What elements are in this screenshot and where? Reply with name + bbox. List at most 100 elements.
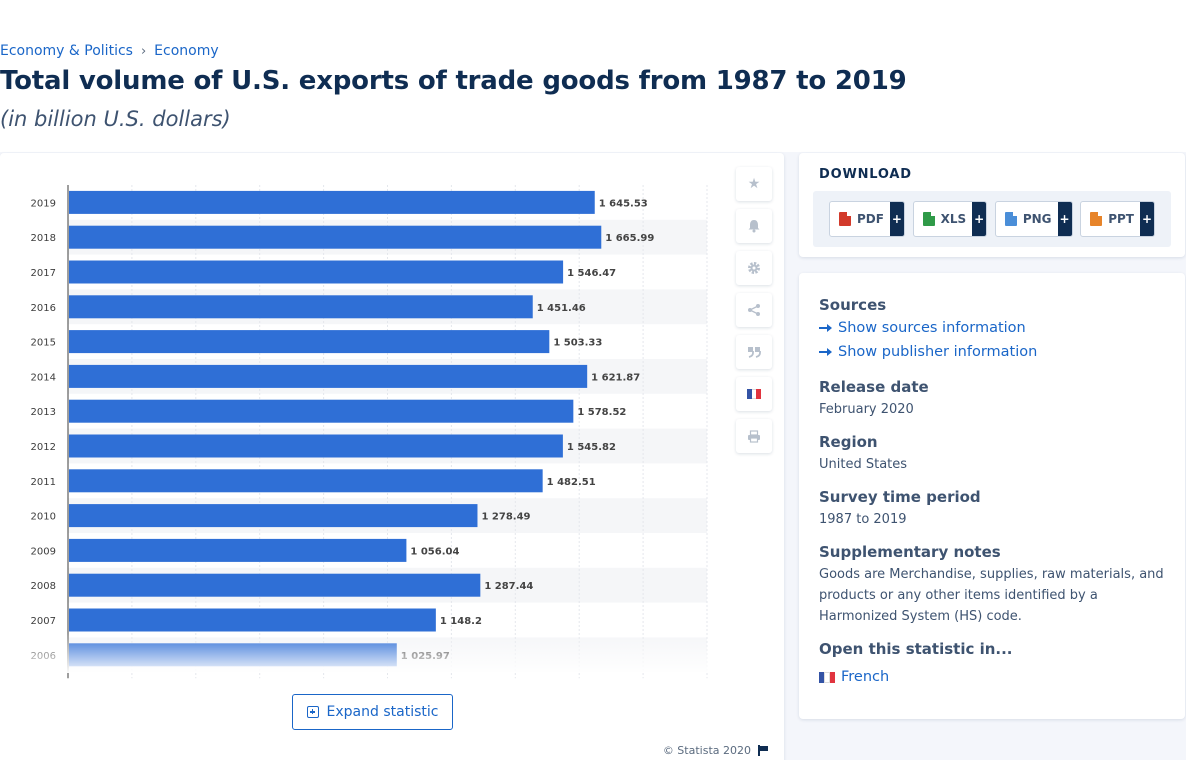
header-background bbox=[0, 0, 1186, 152]
page-title: Total volume of U.S. exports of trade go… bbox=[0, 66, 907, 96]
release-date-heading: Release date bbox=[819, 378, 929, 396]
category-label-2015: 2015 bbox=[31, 338, 56, 349]
bar-2016 bbox=[69, 295, 533, 319]
download-png-button[interactable]: PNG + bbox=[994, 201, 1073, 237]
data-label-2007: 1 148.2 bbox=[440, 616, 482, 627]
star-icon[interactable]: ★ bbox=[736, 167, 772, 201]
xls-plus-icon: + bbox=[972, 202, 987, 236]
french-flag-icon bbox=[819, 671, 836, 683]
french-flag-icon[interactable] bbox=[736, 377, 772, 411]
category-label-2019: 2019 bbox=[31, 198, 56, 209]
bar-chart: 2019 1 645.53 2018 1 665.99 2017 1 546.47 2016… bbox=[31, 185, 708, 679]
expand-plus-icon bbox=[306, 706, 319, 718]
category-label-2008: 2008 bbox=[31, 581, 56, 592]
data-label-2016: 1 451.46 bbox=[537, 303, 586, 314]
chart-card: 2019 1 645.53 2018 1 665.99 2017 1 546.47 2016… bbox=[0, 153, 784, 760]
download-pdf-label: PDF bbox=[857, 212, 884, 226]
supplementary-notes-heading: Supplementary notes bbox=[819, 543, 1001, 561]
quote-icon[interactable] bbox=[736, 335, 772, 369]
data-label-2013: 1 578.52 bbox=[577, 407, 626, 418]
category-label-2013: 2013 bbox=[31, 407, 56, 418]
category-label-2006: 2006 bbox=[31, 651, 56, 662]
show-sources-link[interactable]: Show sources information bbox=[819, 320, 1026, 336]
download-ppt-button[interactable]: PPT + bbox=[1080, 201, 1155, 237]
breadcrumb: Economy & Politics › Economy bbox=[0, 43, 219, 59]
survey-period-heading: Survey time period bbox=[819, 488, 981, 506]
bar-2010 bbox=[69, 504, 478, 528]
supplementary-notes-value: Goods are Merchandise, supplies, raw mat… bbox=[819, 567, 1164, 624]
data-label-2006: 1 025.97 bbox=[401, 651, 450, 662]
breadcrumb-economy-politics[interactable]: Economy & Politics bbox=[0, 43, 133, 59]
xls-file-icon bbox=[922, 212, 935, 226]
data-label-2011: 1 482.51 bbox=[547, 477, 596, 488]
bell-icon[interactable] bbox=[736, 209, 772, 243]
data-label-2012: 1 545.82 bbox=[567, 442, 616, 453]
page-subtitle: (in billion U.S. dollars) bbox=[0, 107, 231, 131]
bar-2012 bbox=[69, 434, 563, 458]
download-xls-label: XLS bbox=[940, 212, 967, 226]
bar-2007 bbox=[69, 608, 436, 632]
open-statistic-heading: Open this statistic in... bbox=[819, 640, 1013, 658]
print-icon[interactable] bbox=[736, 419, 772, 453]
gear-icon[interactable] bbox=[736, 251, 772, 285]
open-in-french-label: French bbox=[841, 669, 890, 685]
download-png-label: PNG bbox=[1022, 212, 1052, 226]
data-label-2018: 1 665.99 bbox=[605, 233, 654, 244]
bar-2014 bbox=[69, 364, 588, 388]
data-label-2019: 1 645.53 bbox=[599, 198, 648, 209]
data-label-2015: 1 503.33 bbox=[553, 338, 602, 349]
download-title: DOWNLOAD bbox=[819, 167, 912, 182]
arrow-right-icon bbox=[819, 347, 832, 357]
expand-statistic-label: Expand statistic bbox=[326, 704, 439, 720]
bar-2006 bbox=[69, 643, 397, 667]
survey-period-value: 1987 to 2019 bbox=[819, 512, 907, 527]
bar-2017 bbox=[69, 260, 564, 284]
download-ppt-label: PPT bbox=[1108, 212, 1134, 226]
bar-2013 bbox=[69, 399, 574, 423]
download-pdf-button[interactable]: PDF + bbox=[829, 201, 905, 237]
category-label-2012: 2012 bbox=[31, 442, 56, 453]
breadcrumb-economy[interactable]: Economy bbox=[154, 43, 219, 59]
bar-2011 bbox=[69, 469, 543, 493]
ppt-plus-icon: + bbox=[1139, 202, 1154, 236]
breadcrumb-separator: › bbox=[140, 43, 147, 59]
data-label-2009: 1 056.04 bbox=[410, 546, 459, 557]
sources-heading: Sources bbox=[819, 296, 887, 314]
open-in-french-link[interactable]: French bbox=[819, 669, 889, 685]
bar-2018 bbox=[69, 225, 602, 249]
chart-tools: ★ bbox=[736, 167, 772, 461]
data-label-2014: 1 621.87 bbox=[591, 372, 640, 383]
pdf-file-icon bbox=[839, 212, 851, 226]
show-publisher-label: Show publisher information bbox=[838, 344, 1038, 360]
share-icon[interactable] bbox=[736, 293, 772, 327]
category-label-2014: 2014 bbox=[31, 372, 56, 383]
data-label-2008: 1 287.44 bbox=[484, 581, 533, 592]
region-heading: Region bbox=[819, 433, 878, 451]
download-xls-button[interactable]: XLS + bbox=[912, 201, 988, 237]
ppt-file-icon bbox=[1090, 212, 1103, 226]
pdf-plus-icon: + bbox=[889, 202, 904, 236]
show-sources-label: Show sources information bbox=[838, 320, 1026, 336]
report-flag-icon[interactable] bbox=[757, 745, 768, 756]
arrow-right-icon bbox=[819, 323, 832, 333]
copyright: © Statista 2020 bbox=[663, 744, 768, 757]
statistic-info-card: Sources Show sources information Show pu… bbox=[799, 273, 1185, 719]
data-label-2010: 1 278.49 bbox=[481, 512, 530, 523]
bar-2015 bbox=[69, 330, 550, 354]
category-label-2010: 2010 bbox=[31, 512, 56, 523]
category-label-2007: 2007 bbox=[31, 616, 56, 627]
bar-2009 bbox=[69, 538, 407, 562]
download-buttons: PDF + XLS + PNG + PPT + bbox=[813, 191, 1171, 247]
category-label-2009: 2009 bbox=[31, 546, 56, 557]
release-date-value: February 2020 bbox=[819, 402, 914, 417]
category-label-2016: 2016 bbox=[31, 303, 56, 314]
category-label-2017: 2017 bbox=[31, 268, 56, 279]
category-label-2011: 2011 bbox=[31, 477, 56, 488]
bar-2008 bbox=[69, 573, 481, 597]
region-value: United States bbox=[819, 457, 908, 472]
show-publisher-link[interactable]: Show publisher information bbox=[819, 344, 1037, 360]
bar-2019 bbox=[69, 190, 595, 214]
data-label-2017: 1 546.47 bbox=[567, 268, 616, 279]
expand-statistic-button[interactable]: Expand statistic bbox=[292, 694, 453, 730]
download-card: DOWNLOAD PDF + XLS + PNG + PPT + bbox=[799, 153, 1185, 257]
